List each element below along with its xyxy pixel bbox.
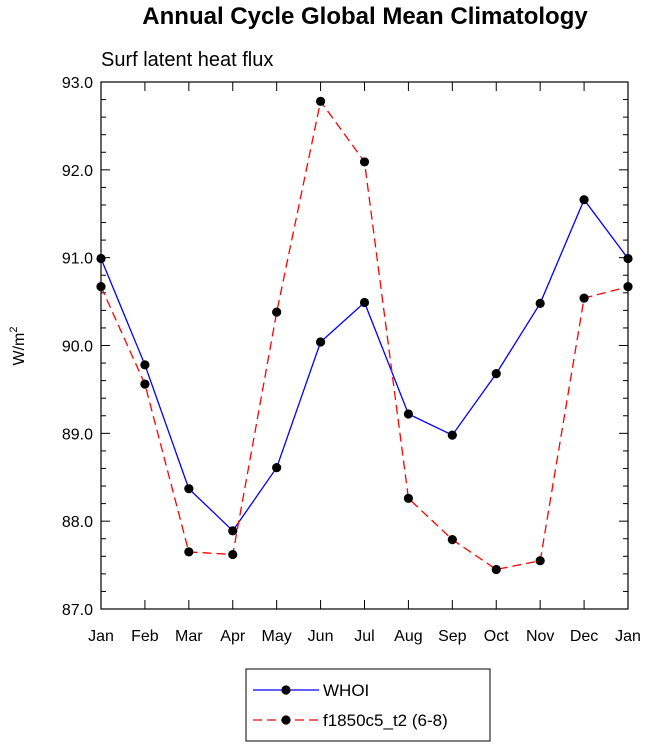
x-tick-label: Sep bbox=[438, 628, 467, 645]
x-tick-label: Jun bbox=[308, 628, 334, 645]
legend-marker-whoi bbox=[281, 685, 291, 695]
x-tick-label: Oct bbox=[484, 628, 509, 645]
series-1-point bbox=[96, 282, 106, 292]
x-tick-label: Jul bbox=[354, 628, 374, 645]
legend-box bbox=[245, 668, 491, 742]
x-tick-label: Aug bbox=[394, 628, 422, 645]
y-tick-label: 90.0 bbox=[62, 339, 93, 356]
series-1-point bbox=[535, 556, 545, 566]
x-tick-label: Dec bbox=[570, 628, 598, 645]
series-layer bbox=[96, 96, 633, 575]
series-0-point bbox=[140, 360, 150, 370]
y-tick-label: 87.0 bbox=[62, 602, 93, 619]
series-1-point bbox=[315, 96, 326, 106]
series-0-point bbox=[535, 298, 545, 308]
series-1-point bbox=[491, 564, 501, 575]
y-tick-label: 92.0 bbox=[62, 163, 93, 180]
x-tick-label: Mar bbox=[175, 628, 203, 645]
series-1-point bbox=[579, 293, 589, 303]
series-1-point bbox=[228, 549, 238, 560]
series-0-point bbox=[272, 462, 282, 473]
series-0-point bbox=[315, 337, 326, 347]
x-tick-label: Nov bbox=[526, 628, 554, 645]
legend-label-whoi: WHOI bbox=[323, 681, 369, 700]
series-0-point bbox=[359, 297, 370, 308]
series-1-point bbox=[272, 307, 282, 317]
y-axis-label: W/m2 bbox=[8, 327, 28, 366]
x-tick-label: Feb bbox=[131, 628, 159, 645]
y-tick-label: 89.0 bbox=[62, 426, 93, 443]
chart-title: Annual Cycle Global Mean Climatology bbox=[142, 3, 588, 30]
series-0-point bbox=[623, 253, 633, 264]
series-1-point bbox=[623, 282, 633, 292]
series-1-point bbox=[140, 379, 150, 389]
chart-subtitle: Surf latent heat flux bbox=[101, 49, 273, 71]
series-0-point bbox=[579, 195, 589, 205]
x-axis: Jan Feb Mar Apr May Jun Jul Aug Sep Oct Nov Dec Jan bbox=[88, 82, 641, 645]
x-tick-label: Apr bbox=[220, 628, 246, 645]
y-tick-label: 88.0 bbox=[62, 514, 93, 531]
y-tick-label: 93.0 bbox=[62, 75, 93, 92]
series-line-1 bbox=[100, 99, 629, 571]
series-line-0 bbox=[100, 198, 629, 532]
x-tick-label: Jan bbox=[88, 628, 114, 645]
legend-label-f1850: f1850c5_t2 (6-8) bbox=[323, 711, 448, 730]
y-axis: 87.0 88.0 89.0 90.0 91.0 92.0 93.0 bbox=[62, 75, 628, 619]
series-0-point bbox=[228, 526, 238, 536]
series-1-point bbox=[184, 547, 194, 557]
legend-marker-f1850 bbox=[281, 715, 291, 725]
series-0-point bbox=[447, 430, 457, 440]
legend: WHOI f1850c5_t2 (6-8) bbox=[245, 668, 491, 742]
series-1-point bbox=[447, 535, 457, 545]
series-1-point bbox=[403, 493, 414, 503]
series-1-point bbox=[359, 157, 370, 167]
series-0-point bbox=[96, 253, 106, 264]
series-0-point bbox=[184, 484, 194, 494]
x-tick-label: Jan bbox=[615, 628, 641, 645]
series-0-point bbox=[491, 369, 501, 379]
series-0-point bbox=[403, 409, 414, 419]
y-tick-label: 91.0 bbox=[62, 251, 93, 268]
x-tick-label: May bbox=[262, 628, 292, 645]
